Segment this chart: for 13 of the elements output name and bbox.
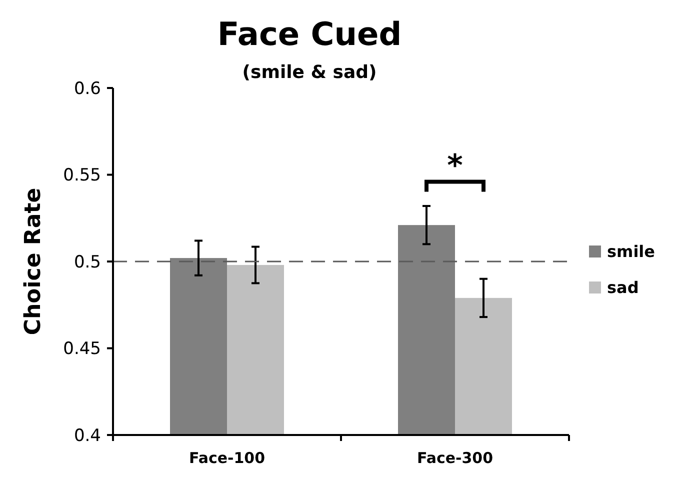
annotation: *	[447, 148, 464, 184]
y-tick-label: 0.5	[74, 252, 101, 272]
chart-subtitle: (smile & sad)	[242, 62, 377, 83]
legend-label: sad	[607, 278, 639, 298]
chart-title: Face Cued	[217, 15, 402, 53]
x-tick-label: Face-100	[188, 449, 266, 467]
y-tick-label: 0.6	[74, 78, 101, 99]
y-tick-label: 0.4	[74, 426, 101, 446]
legend-label: smile	[607, 242, 656, 262]
y-tick-label: 0.55	[63, 166, 101, 186]
y-axis-title: Choice Rate	[21, 188, 46, 336]
x-tick-label: Face-300	[416, 449, 494, 467]
y-tick-label: 0.45	[63, 339, 101, 360]
